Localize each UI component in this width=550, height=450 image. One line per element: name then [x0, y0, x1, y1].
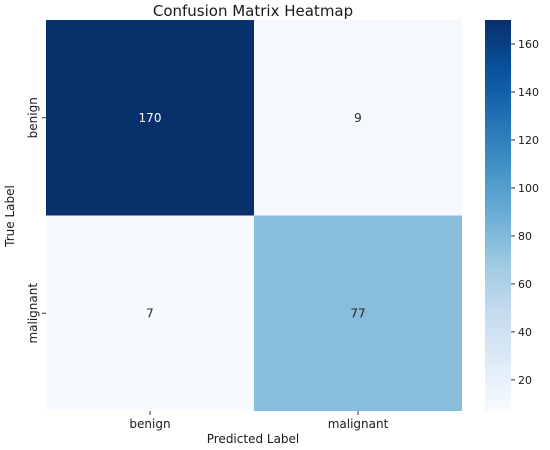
x-axis-ticks: benign malignant	[129, 411, 389, 431]
heatmap-cell	[254, 20, 462, 216]
colorbar-tick-label: 60	[518, 278, 532, 291]
colorbar-tick-label: 20	[518, 374, 532, 387]
colorbar	[485, 20, 511, 411]
colorbar-tick-label: 120	[518, 134, 539, 147]
cell-value-label: 77	[350, 306, 365, 320]
cell-value-label: 7	[146, 306, 154, 320]
cell-value-label: 9	[354, 111, 362, 125]
colorbar-tick-label: 80	[518, 230, 532, 243]
x-tick-label: malignant	[328, 417, 389, 431]
heatmap-cell	[46, 215, 254, 411]
colorbar-tick-label: 100	[518, 182, 539, 195]
colorbar-ticks: 20 40 60 80 100 120 140 160	[511, 38, 539, 387]
heatmap-cells: 170 97 77	[46, 20, 462, 411]
heatmap-cell	[46, 20, 254, 216]
chart-title: Confusion Matrix Heatmap	[153, 2, 353, 20]
y-tick-label: benign	[26, 97, 40, 138]
cell-value-label: 170	[139, 111, 162, 125]
x-tick-label: benign	[129, 417, 170, 431]
y-axis-ticks: benign malignant	[26, 97, 46, 344]
y-tick-label: malignant	[26, 283, 40, 344]
colorbar-tick-label: 140	[518, 86, 539, 99]
colorbar-tick-label: 160	[518, 38, 539, 51]
y-axis-label: True Label	[3, 185, 17, 248]
x-axis-label: Predicted Label	[207, 432, 300, 446]
heatmap-cell	[254, 215, 462, 411]
colorbar-tick-label: 40	[518, 326, 532, 339]
